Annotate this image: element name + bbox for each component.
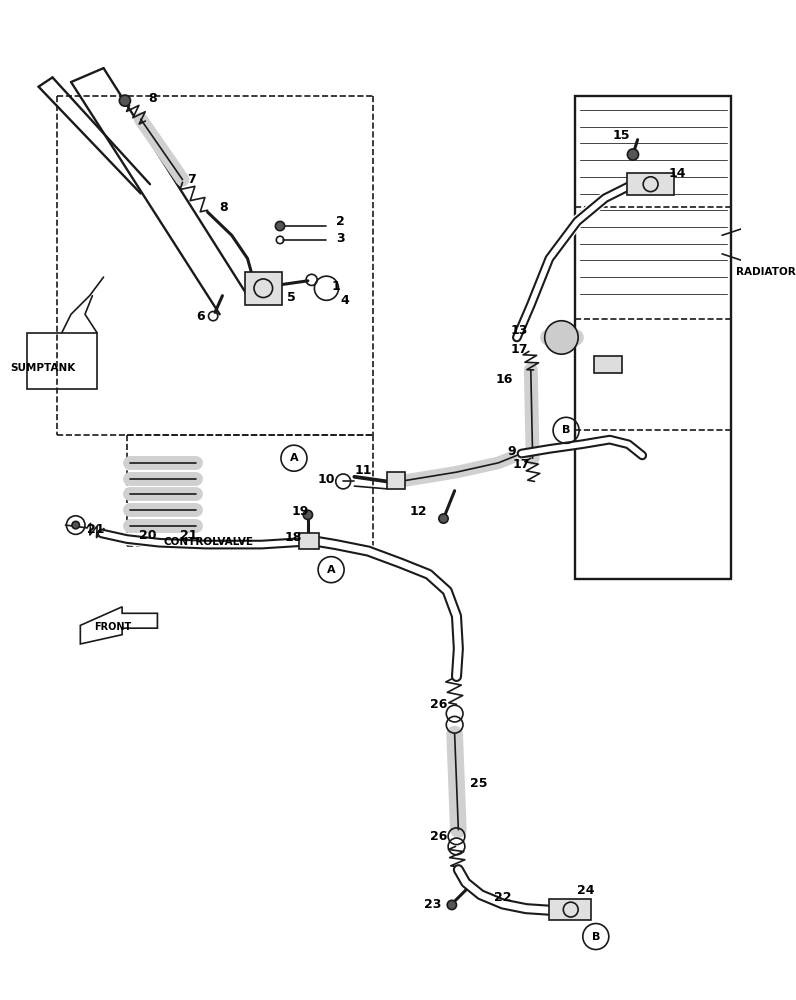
Text: 13: 13 <box>510 324 528 337</box>
Text: 7: 7 <box>187 173 196 186</box>
Bar <box>549 899 591 920</box>
Text: 4: 4 <box>341 294 349 307</box>
Text: 15: 15 <box>613 129 630 142</box>
Text: 21: 21 <box>87 523 104 536</box>
Text: 20: 20 <box>139 529 156 542</box>
Circle shape <box>627 149 638 160</box>
Circle shape <box>544 321 578 354</box>
Text: A: A <box>290 453 298 463</box>
Text: B: B <box>562 425 570 435</box>
Text: 18: 18 <box>285 531 302 544</box>
Text: 9: 9 <box>508 445 516 458</box>
Text: 19: 19 <box>291 505 309 518</box>
Polygon shape <box>80 607 158 644</box>
Text: 11: 11 <box>354 464 372 477</box>
Bar <box>594 356 622 373</box>
Text: 5: 5 <box>287 291 296 304</box>
Text: 2: 2 <box>336 215 345 228</box>
Circle shape <box>447 900 456 910</box>
Circle shape <box>275 221 285 231</box>
Text: SUMPTANK: SUMPTANK <box>10 363 76 373</box>
Text: 16: 16 <box>495 373 513 386</box>
Text: 3: 3 <box>336 232 345 245</box>
Text: 10: 10 <box>317 473 334 486</box>
Text: 17: 17 <box>510 343 528 356</box>
Text: 22: 22 <box>494 891 511 904</box>
Bar <box>298 533 319 549</box>
Text: 12: 12 <box>410 505 427 518</box>
Bar <box>244 272 282 305</box>
Text: 17: 17 <box>512 458 529 471</box>
Text: 26: 26 <box>431 830 448 843</box>
Text: B: B <box>591 932 600 942</box>
Text: FRONT: FRONT <box>94 622 131 632</box>
Text: RADIATOR: RADIATOR <box>736 267 796 277</box>
Text: 8: 8 <box>148 92 157 105</box>
Circle shape <box>303 510 313 520</box>
Text: 14: 14 <box>669 167 686 180</box>
Text: 21: 21 <box>180 529 197 542</box>
Text: CONTROLVALVE: CONTROLVALVE <box>164 537 254 547</box>
Text: A: A <box>327 565 335 575</box>
Circle shape <box>439 514 448 523</box>
Bar <box>387 472 405 489</box>
Circle shape <box>72 521 80 529</box>
Text: 1: 1 <box>331 280 340 293</box>
Text: 6: 6 <box>197 310 205 323</box>
Bar <box>627 173 674 195</box>
Bar <box>27 333 97 389</box>
Circle shape <box>119 95 131 106</box>
Text: 25: 25 <box>470 777 488 790</box>
Text: 26: 26 <box>431 698 448 711</box>
Text: 23: 23 <box>424 898 441 911</box>
Text: 24: 24 <box>577 884 595 897</box>
Text: 8: 8 <box>220 201 228 214</box>
Bar <box>576 96 732 579</box>
